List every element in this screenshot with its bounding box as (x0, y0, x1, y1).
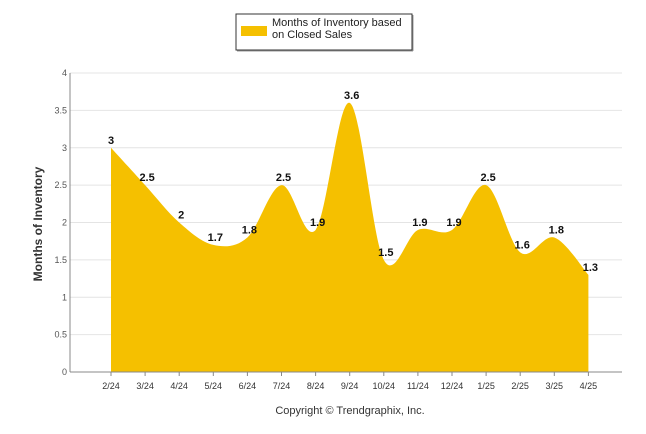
data-label: 3 (108, 135, 114, 147)
data-label: 1.9 (412, 217, 427, 229)
y-tick-label: 3 (62, 143, 67, 153)
axes (69, 73, 622, 373)
x-tick-label: 10/24 (373, 381, 396, 391)
data-label: 2 (178, 210, 184, 222)
y-tick-label: 1.5 (54, 255, 67, 265)
data-label: 1.8 (549, 224, 564, 236)
x-tick-label: 3/24 (136, 381, 154, 391)
x-tick-label: 4/24 (170, 381, 188, 391)
data-label: 1.9 (446, 217, 461, 229)
area-series (111, 102, 589, 372)
x-tick-label: 2/25 (511, 381, 529, 391)
x-tick-label: 9/24 (341, 381, 359, 391)
x-tick-label: 2/24 (102, 381, 120, 391)
x-tick-label: 1/25 (477, 381, 495, 391)
data-label: 1.3 (583, 262, 598, 274)
y-tick-label: 2.5 (54, 180, 67, 190)
y-tick-label: 0.5 (54, 330, 67, 340)
data-label: 1.5 (378, 247, 393, 259)
area-fill (111, 102, 589, 372)
y-tick-label: 0 (62, 367, 67, 377)
x-tick-label: 4/25 (580, 381, 598, 391)
x-tick-label: 7/24 (273, 381, 291, 391)
legend: Months of Inventory based on Closed Sales (235, 13, 414, 52)
data-labels: 3 2.5 2 1.7 1.8 2.5 1.9 3.6 1.5 1.9 1.9 2.5 1.6 1.8 1.… (108, 90, 598, 274)
legend-entry: Months of Inventory based on Closed Sales (272, 17, 402, 41)
data-label: 2.5 (480, 172, 495, 184)
legend-swatch (241, 26, 267, 36)
x-tick-label: 5/24 (205, 381, 223, 391)
y-tick-label: 2 (62, 218, 67, 228)
x-tick-label: 6/24 (239, 381, 257, 391)
data-label: 1.8 (242, 224, 257, 236)
y-tick-label: 4 (62, 68, 67, 78)
y-tick-label: 1 (62, 292, 67, 302)
x-tick-labels: 2/24 3/24 4/24 5/24 6/24 7/24 8/24 9/24 10/24 11/… (102, 372, 597, 391)
data-label: 2.5 (139, 172, 154, 184)
data-label: 1.7 (208, 232, 223, 244)
x-tick-label: 3/25 (546, 381, 564, 391)
data-label: 2.5 (276, 172, 291, 184)
data-label: 3.6 (344, 90, 359, 102)
x-tick-label: 11/24 (407, 381, 429, 391)
y-axis-title: Months of Inventory (31, 166, 45, 281)
data-label: 1.9 (310, 217, 325, 229)
copyright-footer: Copyright © Trendgraphix, Inc. (275, 405, 424, 417)
x-tick-label: 12/24 (441, 381, 464, 391)
y-tick-labels: 0 0.5 1 1.5 2 2.5 3 3.5 4 (54, 68, 67, 377)
data-label: 1.6 (515, 239, 530, 251)
x-tick-label: 8/24 (307, 381, 325, 391)
y-tick-label: 3.5 (54, 105, 67, 115)
